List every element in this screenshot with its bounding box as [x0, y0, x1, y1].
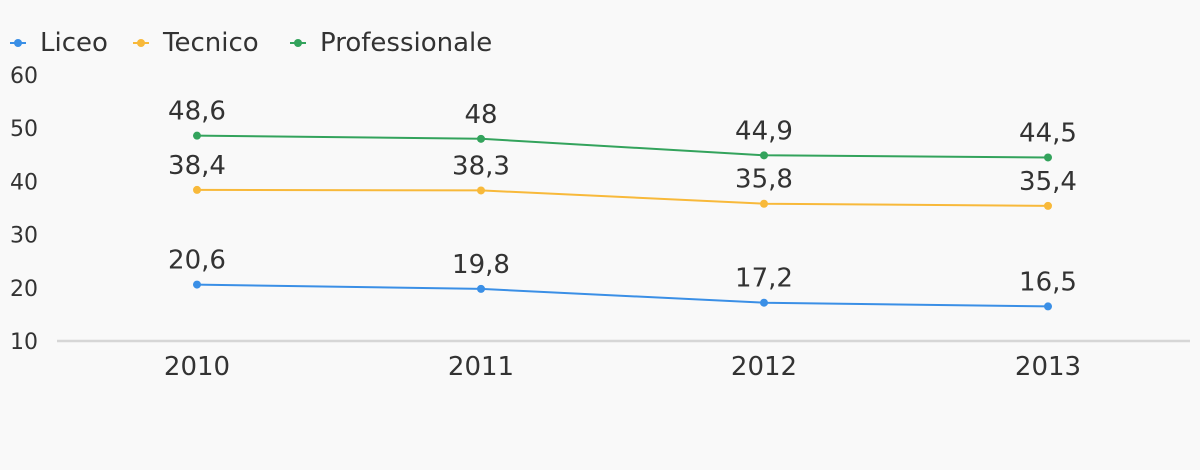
data-point	[1044, 201, 1052, 210]
data-point	[477, 284, 485, 293]
x-tick-label: 2011	[448, 352, 514, 382]
data-point	[477, 186, 485, 195]
legend-item: Tecnico	[133, 28, 259, 58]
series-professionale	[193, 131, 1052, 162]
legend-marker	[294, 39, 302, 47]
data-label: 35,4	[1019, 167, 1077, 197]
x-tick-label: 2012	[731, 352, 797, 382]
data-label: 35,8	[735, 165, 793, 195]
data-point	[193, 185, 201, 194]
data-label: 48	[464, 100, 497, 130]
data-labels: 20,6 19,8 17,2 16,5 38,4 38,3 35,8 35,4 48,6 48 44…	[168, 97, 1077, 298]
series-line	[196, 188, 1049, 207]
series-line	[196, 283, 1049, 308]
y-tick-label: 30	[10, 224, 38, 249]
data-label: 44,5	[1019, 118, 1077, 148]
series-liceo	[193, 280, 1052, 311]
y-tick-label: 60	[10, 64, 38, 89]
data-label: 48,6	[168, 97, 226, 127]
legend: Liceo Tecnico Professionale	[10, 28, 492, 58]
data-label: 19,8	[452, 250, 510, 280]
data-label: 17,2	[735, 264, 793, 294]
data-label: 20,6	[168, 246, 226, 276]
x-tick-label: 2013	[1015, 352, 1081, 382]
data-point	[1044, 302, 1052, 311]
data-point	[477, 134, 485, 143]
data-point	[760, 199, 768, 208]
data-label: 16,5	[1019, 267, 1077, 297]
legend-label: Liceo	[40, 28, 108, 58]
legend-label: Tecnico	[162, 28, 259, 58]
y-tick-label: 50	[10, 117, 38, 142]
legend-marker	[14, 39, 22, 47]
series-layer	[193, 131, 1052, 311]
legend-marker	[137, 39, 145, 47]
data-label: 38,3	[452, 151, 510, 181]
data-point	[760, 151, 768, 160]
data-label: 44,9	[735, 116, 793, 146]
legend-label: Professionale	[320, 28, 492, 58]
series-tecnico	[193, 185, 1052, 210]
x-axis: 2010 2011 2012 2013	[164, 352, 1081, 382]
legend-item: Liceo	[10, 28, 108, 58]
y-tick-label: 40	[10, 170, 38, 195]
series-line	[196, 134, 1049, 159]
data-point	[1044, 153, 1052, 162]
legend-item: Professionale	[290, 28, 492, 58]
x-tick-label: 2010	[164, 352, 230, 382]
y-axis: 10 20 30 40 50 60	[10, 64, 38, 355]
y-tick-label: 10	[10, 330, 38, 355]
data-point	[760, 298, 768, 307]
y-tick-label: 20	[10, 277, 38, 302]
data-point	[193, 280, 201, 289]
data-label: 38,4	[168, 151, 226, 181]
data-point	[193, 131, 201, 140]
